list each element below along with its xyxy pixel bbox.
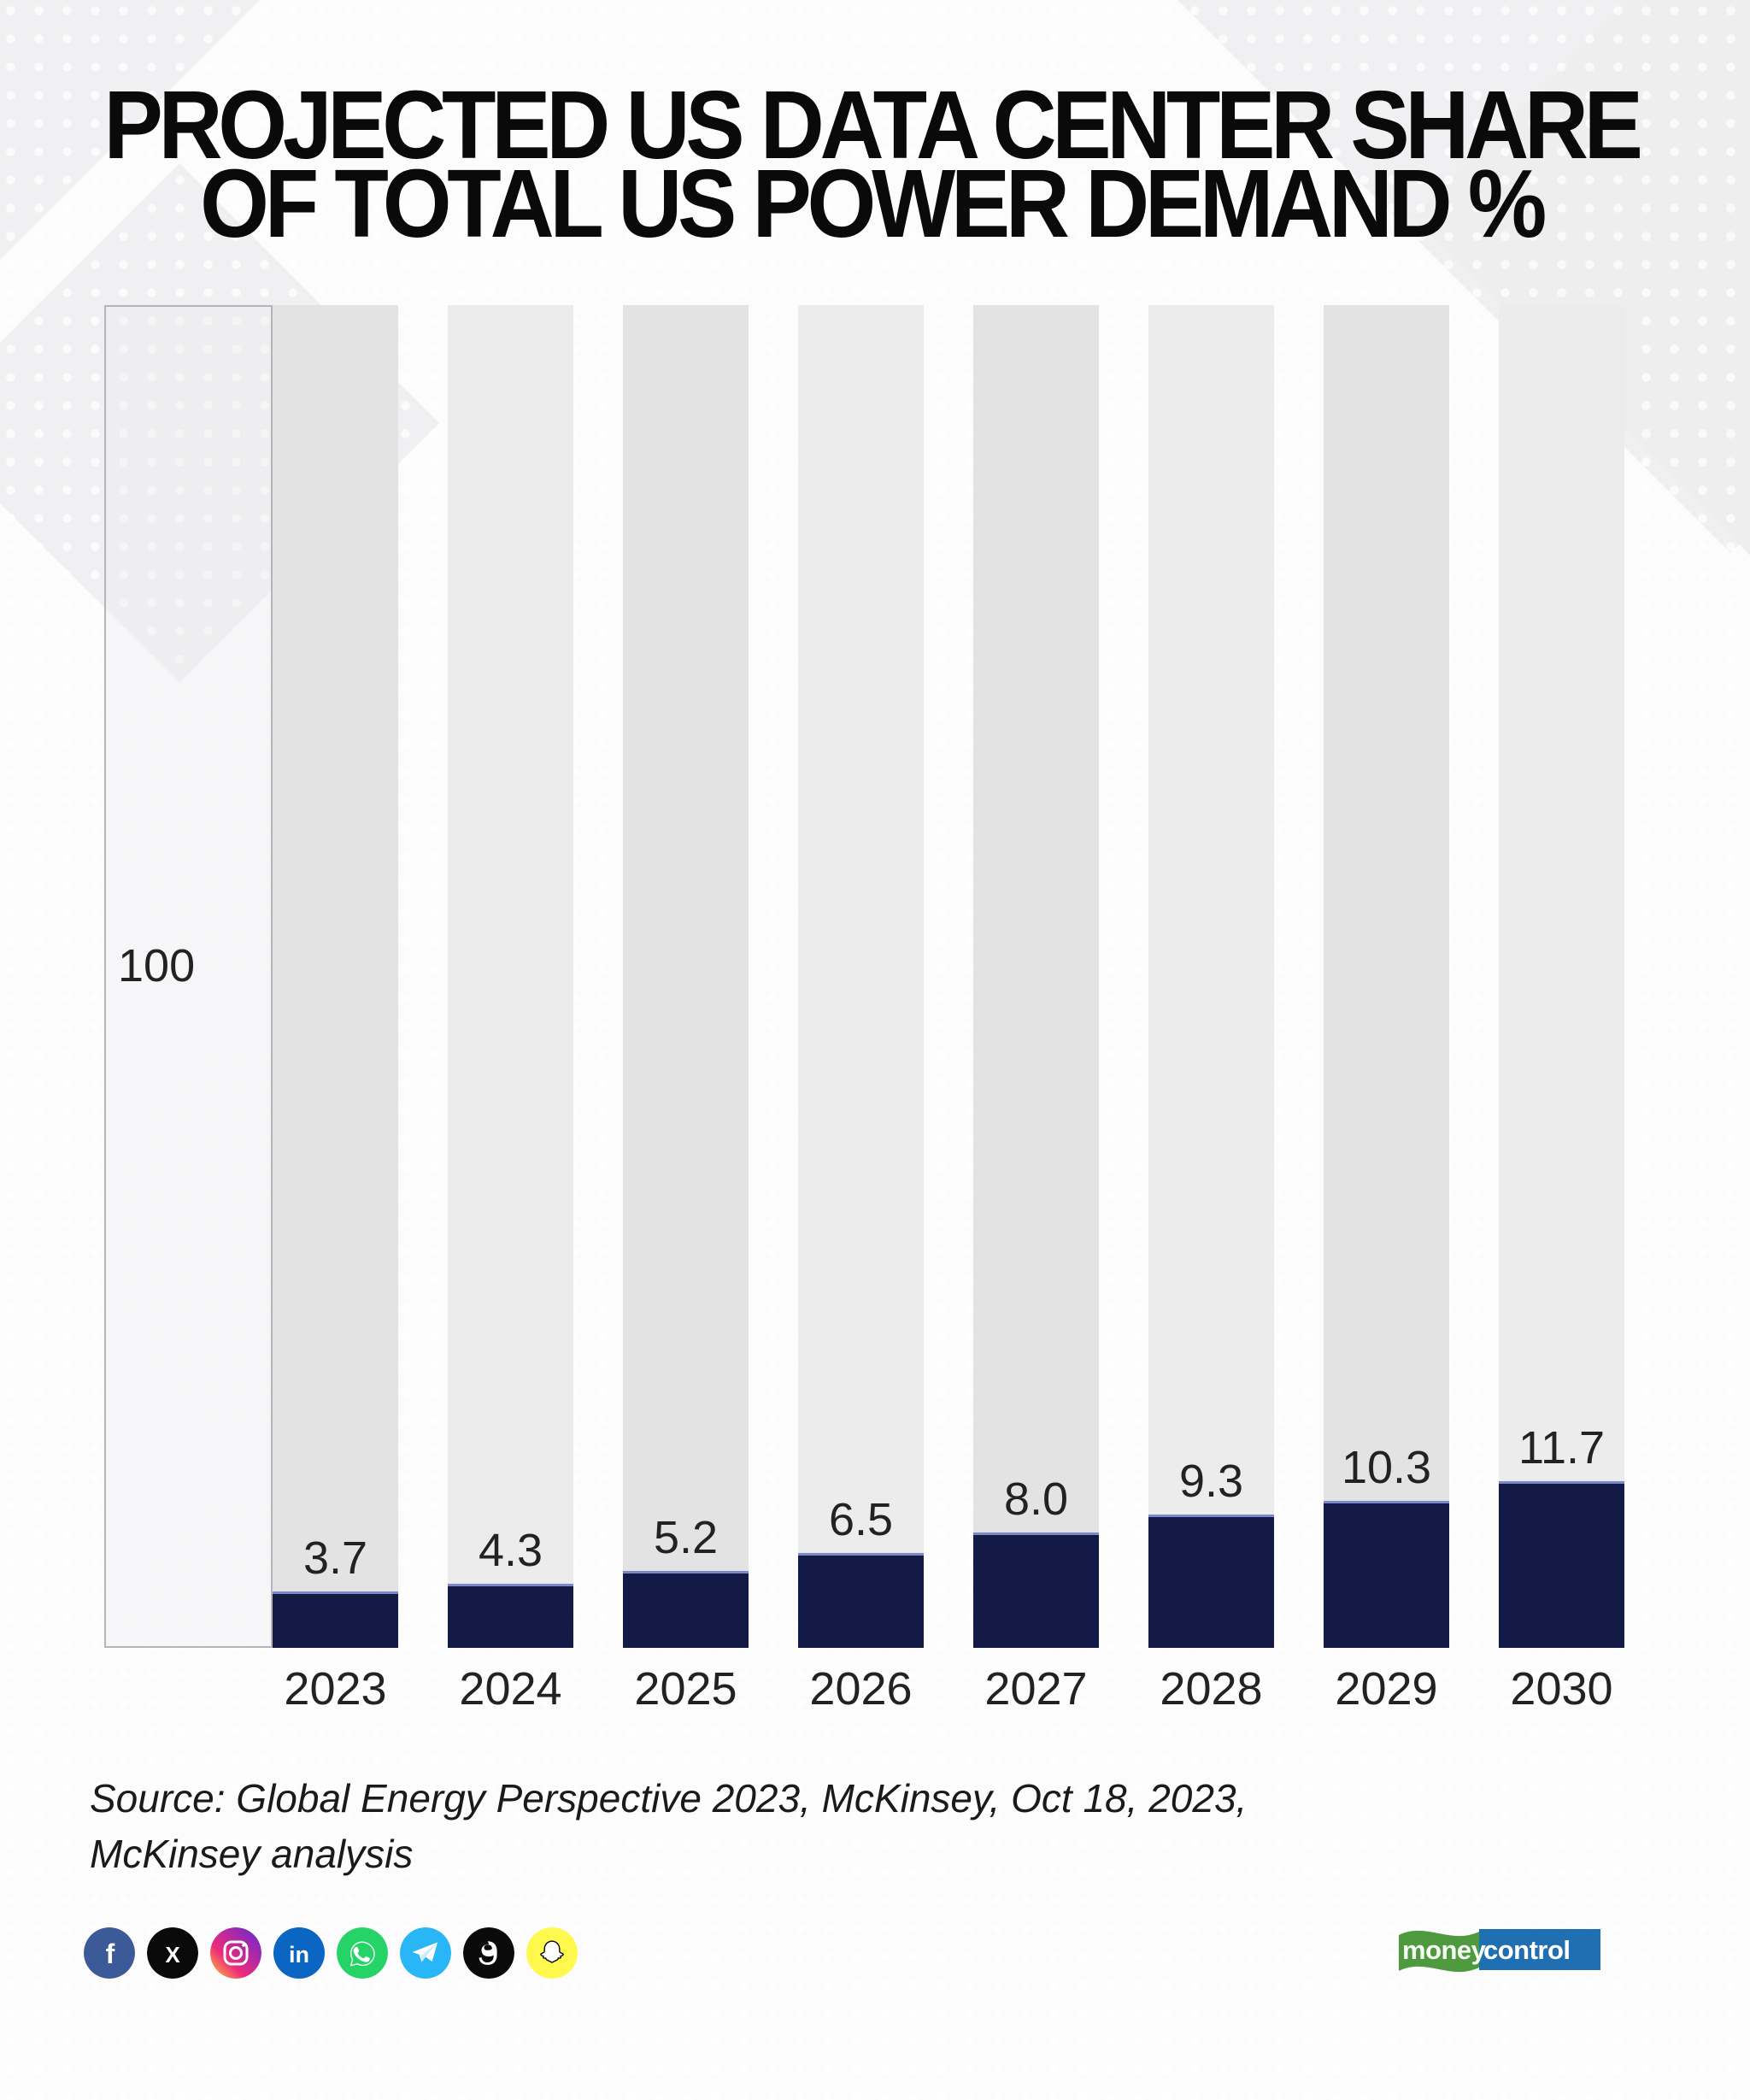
svg-text:f: f — [106, 1938, 115, 1969]
svg-text:X: X — [165, 1942, 180, 1968]
svg-text:in: in — [289, 1942, 309, 1968]
svg-text:money: money — [1402, 1935, 1487, 1965]
svg-text:control: control — [1483, 1935, 1571, 1965]
